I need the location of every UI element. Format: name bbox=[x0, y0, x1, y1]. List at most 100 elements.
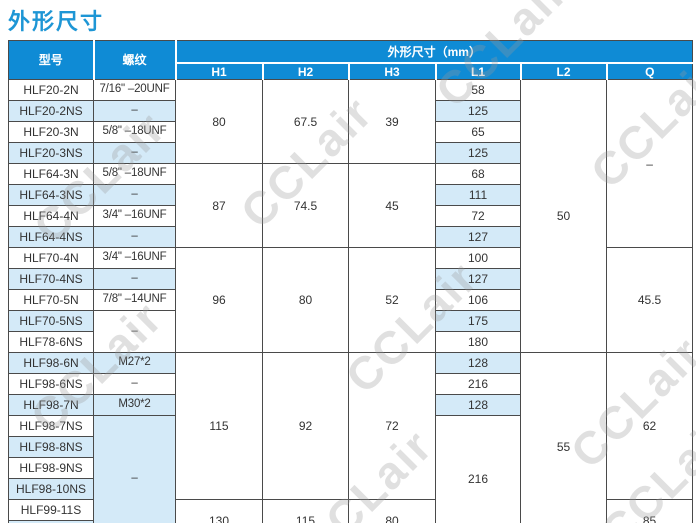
table-row: HLF70-4N 3/4" –16UNF 96 80 52 100 45.5 bbox=[8, 247, 694, 353]
table-row: HLF20-3N 5/8" –18UNF 65 bbox=[8, 121, 693, 143]
model-cell: HLF70-4N bbox=[8, 247, 94, 269]
model-cell: HLF98-6NS bbox=[8, 373, 94, 395]
dimensions-table-wrapper: 型号 螺纹 外形尺寸（mm） H1 H2 H3 L1 L2 Q HLF20-2N… bbox=[8, 40, 694, 523]
table-row: HLF98-6N M27*2 115 92 72 128 55 62 bbox=[8, 352, 694, 523]
h2-cell: 80 bbox=[262, 247, 349, 353]
l1-cell: 72 bbox=[435, 205, 521, 227]
table-row: HLF99-11S 130 115 80 85 bbox=[8, 499, 694, 523]
thread-cell: 7/16" –20UNF bbox=[93, 79, 176, 101]
h1-cell: 87 bbox=[175, 163, 263, 248]
col-header-q: Q bbox=[605, 62, 694, 80]
h1-cell: 130 bbox=[175, 499, 263, 523]
model-cell: HLF98-7N bbox=[8, 394, 94, 416]
l1-cell: 68 bbox=[435, 163, 521, 185]
col-header-dims-group: 外形尺寸（mm） bbox=[174, 40, 694, 64]
thread-cell: 5/8" –18UNF bbox=[93, 163, 176, 185]
table-row: HLF99-13S bbox=[8, 520, 693, 523]
l1-cell: 125 bbox=[435, 142, 521, 164]
l1-cell: 216 bbox=[435, 373, 521, 395]
model-cell: HLF20-2N bbox=[8, 79, 94, 101]
thread-cell: – bbox=[93, 373, 176, 395]
l1-cell: 65 bbox=[435, 121, 521, 143]
l1-cell: 127 bbox=[435, 268, 521, 290]
h1-cell: 96 bbox=[175, 247, 263, 353]
h2-cell: 74.5 bbox=[262, 163, 349, 248]
page-title: 外形尺寸 bbox=[8, 9, 105, 34]
l1-cell: 128 bbox=[435, 352, 521, 374]
table-row: HLF64-4N 3/4" –16UNF 72 bbox=[8, 205, 693, 227]
h3-cell: 52 bbox=[348, 247, 436, 353]
h3-cell: 80 bbox=[348, 499, 436, 523]
model-cell: HLF78-6NS bbox=[8, 331, 94, 353]
h1-cell: 80 bbox=[175, 79, 263, 164]
model-cell: HLF70-5N bbox=[8, 289, 94, 311]
h2-cell: 92 bbox=[262, 352, 349, 500]
l1-cell: 106 bbox=[435, 289, 521, 311]
model-cell: HLF64-4N bbox=[8, 205, 94, 227]
thread-cell: – bbox=[93, 184, 176, 206]
l1-cell: 100 bbox=[435, 247, 521, 269]
l1-cell: 175 bbox=[435, 310, 521, 332]
model-cell: HLF98-7NS bbox=[8, 415, 94, 437]
l2-cell: 55 bbox=[520, 352, 607, 523]
table-row: HLF20-2N 7/16" –20UNF 80 67.5 39 58 50 – bbox=[8, 79, 694, 353]
table-row: HLF98-9NS bbox=[8, 457, 693, 479]
model-cell: HLF98-6N bbox=[8, 352, 94, 374]
thread-cell: – bbox=[93, 310, 176, 353]
l2-cell: 50 bbox=[520, 79, 607, 353]
thread-cell: M27*2 bbox=[93, 352, 176, 374]
thread-cell: M30*2 bbox=[93, 394, 176, 416]
col-header-h2: H2 bbox=[261, 62, 350, 80]
model-cell: HLF99-13S bbox=[8, 520, 94, 523]
q-cell: 85 bbox=[605, 499, 694, 523]
col-header-h1: H1 bbox=[174, 62, 264, 80]
model-cell: HLF99-11S bbox=[8, 499, 94, 521]
table-row: HLF64-3N 5/8" –18UNF 87 74.5 45 68 bbox=[8, 163, 693, 248]
table-row: HLF98-7N M30*2 128 bbox=[8, 394, 693, 416]
thread-cell: 7/8" –14UNF bbox=[93, 289, 176, 311]
h3-cell: 72 bbox=[348, 352, 436, 500]
model-cell: HLF70-4NS bbox=[8, 268, 94, 290]
table-row: HLF64-4NS – 127 bbox=[8, 226, 693, 248]
l1-cell: 216 bbox=[435, 415, 521, 523]
h3-cell: 45 bbox=[348, 163, 436, 248]
thread-cell: 5/8" –18UNF bbox=[93, 121, 176, 143]
model-cell: HLF64-4NS bbox=[8, 226, 94, 248]
table-row: HLF64-3NS – 111 bbox=[8, 184, 693, 206]
model-cell: HLF70-5NS bbox=[8, 310, 94, 332]
l1-cell: 127 bbox=[435, 226, 521, 248]
table-row: HLF98-8NS bbox=[8, 436, 693, 458]
model-cell: HLF98-9NS bbox=[8, 457, 94, 479]
l1-cell: 180 bbox=[435, 331, 521, 353]
l1-cell: 128 bbox=[435, 394, 521, 416]
h2-cell: 115 bbox=[262, 499, 349, 523]
h1-cell: 115 bbox=[175, 352, 263, 500]
thread-cell: 3/4" –16UNF bbox=[93, 247, 176, 269]
thread-cell: 3/4" –16UNF bbox=[93, 205, 176, 227]
col-header-thread: 螺纹 bbox=[92, 40, 177, 80]
model-cell: HLF20-3N bbox=[8, 121, 94, 143]
thread-cell: – bbox=[93, 142, 176, 164]
table-row: HLF98-10NS bbox=[8, 478, 693, 500]
model-cell: HLF20-3NS bbox=[8, 142, 94, 164]
col-header-h3: H3 bbox=[347, 62, 437, 80]
col-header-l1: L1 bbox=[434, 62, 522, 80]
model-cell: HLF20-2NS bbox=[8, 100, 94, 122]
thread-cell: – bbox=[93, 226, 176, 248]
q-cell: 45.5 bbox=[605, 247, 694, 353]
model-cell: HLF64-3N bbox=[8, 163, 94, 185]
l1-cell: 111 bbox=[435, 184, 521, 206]
thread-cell: – bbox=[93, 100, 176, 122]
q-cell: – bbox=[605, 79, 694, 248]
model-cell: HLF64-3NS bbox=[8, 184, 94, 206]
col-header-l2: L2 bbox=[519, 62, 608, 80]
thread-cell: – bbox=[93, 268, 176, 290]
l1-cell: 125 bbox=[435, 100, 521, 122]
col-header-model: 型号 bbox=[8, 40, 95, 80]
dimensions-table: 型号 螺纹 外形尺寸（mm） H1 H2 H3 L1 L2 Q HLF20-2N… bbox=[8, 40, 694, 523]
table-row: HLF98-6NS – 216 bbox=[8, 373, 693, 395]
model-cell: HLF98-8NS bbox=[8, 436, 94, 458]
h2-cell: 67.5 bbox=[262, 79, 349, 164]
table-row: HLF78-6NS 180 bbox=[8, 331, 693, 353]
